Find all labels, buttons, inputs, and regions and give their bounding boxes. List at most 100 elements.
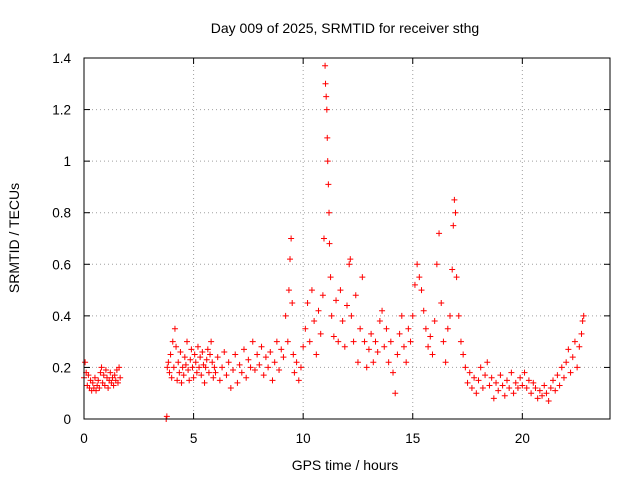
data-point	[550, 377, 557, 384]
data-point	[190, 374, 197, 381]
x-tick-label: 20	[515, 431, 530, 446]
data-point	[319, 292, 326, 299]
y-tick-label: 0.2	[52, 360, 71, 375]
data-point	[453, 274, 460, 281]
data-point	[326, 240, 333, 247]
data-point	[176, 369, 183, 376]
data-point	[447, 312, 454, 319]
data-point	[93, 387, 100, 394]
data-point	[178, 379, 185, 386]
data-point	[451, 196, 458, 203]
data-point	[390, 369, 397, 376]
data-point	[177, 348, 184, 355]
data-point	[493, 379, 500, 386]
data-point	[556, 382, 563, 389]
gridlines	[84, 58, 610, 419]
data-point	[232, 351, 239, 358]
x-tick-label: 15	[405, 431, 420, 446]
data-point	[117, 374, 124, 381]
data-point	[499, 382, 506, 389]
data-point	[227, 385, 234, 392]
data-point	[203, 356, 210, 363]
data-point	[370, 359, 377, 366]
data-point	[82, 359, 89, 366]
data-point	[249, 338, 256, 345]
data-point	[438, 299, 445, 306]
data-point	[563, 359, 570, 366]
data-point	[291, 369, 298, 376]
y-tick-label: 1	[63, 154, 71, 169]
data-point	[344, 302, 350, 309]
data-point	[379, 307, 386, 314]
data-point	[530, 379, 537, 386]
data-point	[194, 343, 201, 350]
data-point	[541, 382, 548, 389]
data-point	[501, 392, 508, 399]
data-point	[188, 346, 195, 353]
data-point	[383, 325, 390, 332]
data-point	[297, 364, 304, 371]
data-point	[202, 364, 209, 371]
data-points	[81, 62, 587, 422]
data-point	[325, 181, 332, 188]
data-point	[304, 299, 311, 306]
data-point	[267, 348, 274, 355]
data-point	[278, 346, 285, 353]
data-point	[414, 261, 421, 268]
data-point	[574, 364, 581, 371]
data-point	[475, 377, 482, 384]
data-point	[571, 338, 578, 345]
data-point	[97, 369, 104, 376]
data-point	[398, 312, 405, 319]
data-point	[436, 230, 443, 237]
data-point	[265, 364, 272, 371]
data-point	[420, 307, 427, 314]
data-point	[455, 312, 462, 319]
data-point	[225, 359, 232, 366]
data-point	[320, 235, 327, 242]
data-point	[271, 359, 278, 366]
data-point	[184, 338, 191, 345]
data-point	[347, 256, 354, 263]
data-point	[313, 351, 320, 358]
data-point	[168, 374, 175, 381]
data-point	[254, 351, 261, 358]
data-point	[449, 266, 456, 273]
data-point	[240, 346, 247, 353]
data-point	[372, 338, 379, 345]
data-point	[170, 364, 177, 371]
data-point	[163, 413, 170, 420]
data-point	[91, 374, 98, 381]
data-point	[116, 364, 123, 371]
data-point	[210, 374, 217, 381]
data-point	[315, 307, 322, 314]
data-point	[204, 346, 211, 353]
data-point	[547, 385, 554, 392]
data-point	[192, 359, 199, 366]
data-point	[405, 325, 412, 332]
data-point	[545, 397, 552, 404]
data-point	[552, 387, 559, 394]
chart-title: Day 009 of 2025, SRMTID for receiver sth…	[211, 20, 479, 36]
data-point	[359, 274, 366, 281]
data-point	[510, 390, 517, 397]
y-tick-label: 0.8	[52, 206, 71, 221]
data-point	[287, 256, 294, 263]
data-point	[534, 395, 541, 402]
data-point	[376, 318, 383, 325]
data-point	[418, 287, 425, 294]
data-point	[339, 318, 346, 325]
axis-ticks: 0 5 10 15 20 0 0.2 0.4 0.6 0.8 1 1.2 1.4	[52, 51, 610, 446]
data-point	[569, 354, 576, 361]
data-point	[201, 379, 208, 386]
data-point	[238, 369, 245, 376]
data-point	[197, 354, 204, 361]
data-point	[411, 281, 418, 288]
data-point	[394, 351, 401, 358]
data-point	[357, 325, 364, 332]
data-point	[323, 93, 330, 100]
data-point	[381, 343, 388, 350]
data-point	[462, 364, 469, 371]
y-tick-label: 0.4	[52, 309, 71, 324]
data-point	[288, 235, 295, 242]
